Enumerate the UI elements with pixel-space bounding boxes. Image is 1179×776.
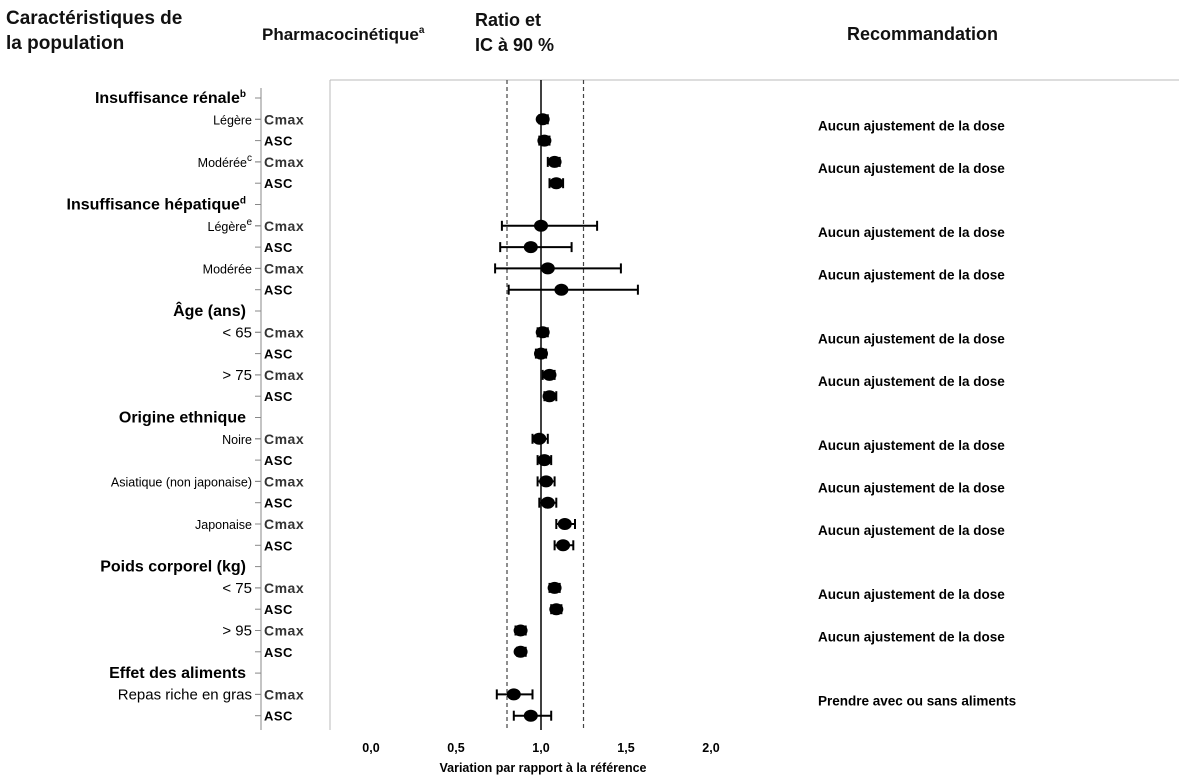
recommendation-text: Aucun ajustement de la dose <box>818 523 1005 538</box>
ratio-point <box>556 539 571 552</box>
ratio-point <box>542 390 557 403</box>
pk-label-cmax: Cmax <box>264 623 304 639</box>
recommendation-text: Aucun ajustement de la dose <box>818 225 1005 240</box>
plot-layer <box>494 80 639 730</box>
subgroup-label: Noire <box>222 433 252 447</box>
pk-label-asc: ASC <box>264 602 293 617</box>
pk-label-asc: ASC <box>264 645 293 660</box>
subgroup-label: Modérée <box>203 262 252 276</box>
pk-label-cmax: Cmax <box>264 111 304 127</box>
recommendation-text: Aucun ajustement de la dose <box>818 587 1005 602</box>
x-axis: 0,0 0,5 1,0 1,5 2,0 <box>362 741 719 755</box>
ratio-point <box>540 262 555 275</box>
recommendation-text: Aucun ajustement de la dose <box>818 118 1005 133</box>
ratio-point <box>535 113 550 126</box>
recommendation-text: Aucun ajustement de la dose <box>818 480 1005 495</box>
x-axis-title: Variation par rapport à la référence <box>439 761 646 775</box>
ratio-point <box>547 155 562 168</box>
pk-label-cmax: Cmax <box>264 431 304 447</box>
pk-label-asc: ASC <box>264 176 293 191</box>
ratio-point <box>534 347 548 360</box>
ratio-point <box>532 432 547 445</box>
pk-label-cmax: Cmax <box>264 324 304 340</box>
pk-label-asc: ASC <box>264 347 293 362</box>
pk-label-asc: ASC <box>264 283 293 298</box>
pk-label-asc: ASC <box>264 240 293 255</box>
ratio-point <box>523 709 538 722</box>
header-recommendation: Recommandation <box>847 24 998 44</box>
ratio-point <box>557 518 572 530</box>
recommendation-text: Aucun ajustement de la dose <box>818 374 1005 389</box>
x-tick-label: 2,0 <box>702 741 719 755</box>
recommendation-text: Prendre avec ou sans aliments <box>818 693 1016 708</box>
x-tick-label: 1,0 <box>532 741 549 755</box>
pk-label-asc: ASC <box>264 453 293 468</box>
subgroup-label: Repas riche en gras <box>118 686 252 703</box>
x-tick-label: 1,5 <box>617 741 634 755</box>
subgroup-label: Asiatique (non japonaise) <box>111 475 252 489</box>
subgroup-label: Légèree <box>208 217 253 234</box>
pk-label-cmax: Cmax <box>264 580 304 596</box>
pk-label-asc: ASC <box>264 134 293 149</box>
x-tick-label: 0,0 <box>362 741 379 755</box>
header-population-line2: la population <box>6 33 124 54</box>
ratio-point <box>547 581 562 594</box>
pk-label-asc: ASC <box>264 709 293 724</box>
subgroup-label: Légère <box>213 113 252 127</box>
subgroup-label: Japonaise <box>195 518 252 532</box>
x-tick-label: 0,5 <box>447 741 464 755</box>
ratio-point <box>540 496 555 509</box>
group-label: Insuffisance rénaleb <box>95 89 246 107</box>
pk-label-cmax: Cmax <box>264 260 304 276</box>
label-layer: Insuffisance rénaleb Insuffisance hépatiq… <box>67 89 1017 724</box>
subgroup-label: < 75 <box>222 580 252 597</box>
ratio-point <box>549 603 564 616</box>
pk-label-asc: ASC <box>264 389 293 404</box>
ratio-point <box>534 219 548 232</box>
recommendation-text: Aucun ajustement de la dose <box>818 161 1005 176</box>
header-ratio-line1: Ratio et <box>475 10 541 30</box>
recommendation-text: Aucun ajustement de la dose <box>818 630 1005 645</box>
pk-label-asc: ASC <box>264 496 293 511</box>
group-label: Effet des aliments <box>109 665 246 682</box>
recommendation-text: Aucun ajustement de la dose <box>818 331 1005 346</box>
ratio-point <box>513 645 528 658</box>
pk-label-cmax: Cmax <box>264 154 304 170</box>
ratio-point <box>537 134 552 147</box>
ratio-point <box>542 368 557 381</box>
ratio-point <box>539 475 554 488</box>
pk-label-asc: ASC <box>264 538 293 553</box>
ratio-point <box>513 624 528 637</box>
pk-label-cmax: Cmax <box>264 516 304 532</box>
pk-label-cmax: Cmax <box>264 473 304 489</box>
pk-label-cmax: Cmax <box>264 218 304 234</box>
ratio-point <box>537 454 552 467</box>
ratio-point <box>535 326 550 339</box>
subgroup-label: Modéréec <box>198 153 252 170</box>
subgroup-label: > 95 <box>222 623 252 640</box>
ratio-point <box>549 177 564 190</box>
subgroup-label: < 65 <box>222 324 252 341</box>
recommendation-text: Aucun ajustement de la dose <box>818 267 1005 282</box>
ratio-point <box>523 241 538 254</box>
header-pharmacokinetics: Pharmacocinétiquea <box>262 25 425 44</box>
ratio-point <box>554 283 569 296</box>
pk-label-cmax: Cmax <box>264 686 304 702</box>
ratio-point <box>506 688 521 701</box>
group-label: Âge (ans) <box>173 301 246 320</box>
group-label: Origine ethnique <box>119 410 246 427</box>
group-label: Poids corporel (kg) <box>100 559 246 576</box>
header-population-line1: Caractéristiques de <box>6 8 182 29</box>
subgroup-label: > 75 <box>222 367 252 384</box>
recommendation-text: Aucun ajustement de la dose <box>818 438 1005 453</box>
group-label: Insuffisance hépatiqued <box>67 196 246 214</box>
header-ratio-line2: IC à 90 % <box>475 35 554 55</box>
pk-label-cmax: Cmax <box>264 367 304 383</box>
